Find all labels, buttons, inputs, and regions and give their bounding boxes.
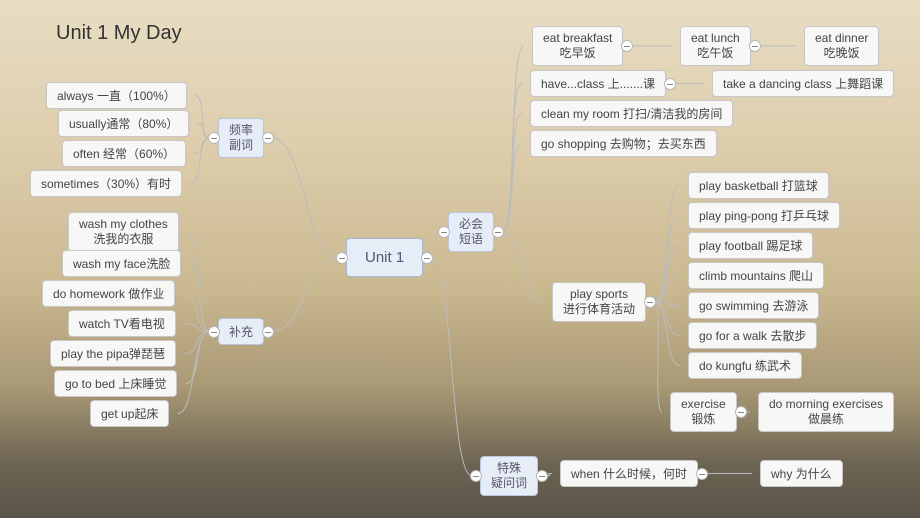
node-ps3[interactable]: play football 踢足球 [688, 232, 813, 259]
node-f3[interactable]: often 经常（60%） [62, 140, 186, 167]
node-s7[interactable]: get up起床 [90, 400, 169, 427]
connector [502, 232, 544, 302]
node-p4[interactable]: go shopping 去购物；去买东西 [530, 130, 717, 157]
node-ps[interactable]: play sports进行体育活动 [552, 282, 646, 322]
connector [654, 302, 680, 336]
connector [502, 114, 522, 233]
node-label: 频率副词 [229, 123, 253, 153]
node-ex1[interactable]: do morning exercises做晨练 [758, 392, 894, 432]
node-s6[interactable]: go to bed 上床睡觉 [54, 370, 177, 397]
node-ps6[interactable]: go for a walk 去散步 [688, 322, 817, 349]
page-title: Unit 1 My Day [56, 22, 182, 45]
node-s2[interactable]: wash my face洗脸 [62, 250, 181, 277]
node-p1b[interactable]: eat dinner吃晚饭 [804, 26, 879, 66]
collapse-toggle-icon[interactable] [621, 40, 633, 52]
node-label: 必会短语 [459, 217, 483, 247]
connector [654, 302, 680, 366]
node-s4[interactable]: watch TV看电视 [68, 310, 176, 337]
node-label: eat lunch吃午饭 [691, 31, 740, 61]
node-p2[interactable]: have...class 上.......课 [530, 70, 666, 97]
node-supp[interactable]: 补充 [218, 318, 264, 345]
node-p3[interactable]: clean my room 打扫/清洁我的房间 [530, 100, 733, 127]
connector [183, 294, 210, 332]
mindmap-canvas: Unit 1 My Day Unit 1 频率副词补充 必会短语特殊疑问词 alway… [0, 0, 920, 518]
node-freq[interactable]: 频率副词 [218, 118, 264, 158]
connector [190, 138, 210, 184]
connector [654, 186, 680, 303]
node-root[interactable]: Unit 1 [346, 238, 423, 277]
node-label: exercise锻炼 [681, 397, 726, 427]
node-label: eat breakfast吃早饭 [543, 31, 612, 61]
connector [654, 302, 680, 306]
node-p2a[interactable]: take a dancing class 上舞蹈课 [712, 70, 894, 97]
connector [546, 474, 552, 477]
node-s5[interactable]: play the pipa弹琵琶 [50, 340, 176, 367]
connector [184, 332, 210, 354]
node-f4[interactable]: sometimes（30%）有时 [30, 170, 182, 197]
node-ex[interactable]: exercise锻炼 [670, 392, 737, 432]
connector [654, 246, 680, 303]
node-ps7[interactable]: do kungfu 练武术 [688, 352, 802, 379]
node-label: play sports进行体育活动 [563, 287, 635, 317]
node-f2[interactable]: usually通常（80%） [58, 110, 189, 137]
node-phrases[interactable]: 必会短语 [448, 212, 494, 252]
node-qw1[interactable]: when 什么时候，何时 [560, 460, 698, 487]
connector [502, 144, 522, 233]
connector [197, 124, 210, 139]
connector [185, 332, 210, 384]
node-f1[interactable]: always 一直（100%） [46, 82, 187, 109]
node-ps4[interactable]: climb mountains 爬山 [688, 262, 824, 289]
node-qw2[interactable]: why 为什么 [760, 460, 843, 487]
connector [184, 324, 210, 332]
connector [502, 84, 522, 233]
connector [654, 302, 662, 412]
node-p1a[interactable]: eat lunch吃午饭 [680, 26, 751, 66]
connector [272, 258, 338, 332]
connector [189, 264, 210, 332]
node-s3[interactable]: do homework 做作业 [42, 280, 175, 307]
node-label: wash my clothes洗我的衣服 [79, 217, 168, 247]
node-ps5[interactable]: go swimming 去游泳 [688, 292, 819, 319]
node-label: 特殊疑问词 [491, 461, 527, 491]
connector [431, 232, 440, 258]
connector [195, 96, 210, 139]
connector [187, 232, 210, 332]
node-ps1[interactable]: play basketball 打篮球 [688, 172, 829, 199]
node-label: eat dinner吃晚饭 [815, 31, 868, 61]
connector [194, 138, 210, 154]
node-s1[interactable]: wash my clothes洗我的衣服 [68, 212, 179, 252]
connector [502, 46, 524, 232]
connector [431, 258, 472, 477]
node-ps2[interactable]: play ping-pong 打乒乓球 [688, 202, 840, 229]
connector [654, 216, 680, 303]
node-qw[interactable]: 特殊疑问词 [480, 456, 538, 496]
node-p1[interactable]: eat breakfast吃早饭 [532, 26, 623, 66]
connector [177, 332, 210, 414]
connector [654, 276, 680, 303]
connector [272, 138, 338, 258]
node-label: do morning exercises做晨练 [769, 397, 883, 427]
